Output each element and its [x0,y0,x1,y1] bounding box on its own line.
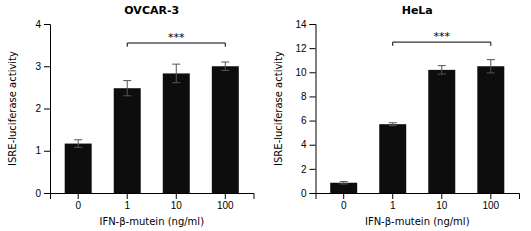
y-tick-label: 4 [301,139,307,150]
x-tick-label: 10 [171,200,183,211]
y-tick: 2 [35,103,50,114]
y-tick-label: 1 [35,145,41,156]
title: HeLa [402,4,433,17]
bar [379,124,406,193]
x-tick: 0 [341,193,347,211]
y-tick: 3 [35,61,50,72]
y-tick-label: 2 [301,164,307,175]
y-tick-label: 10 [295,67,307,78]
y-tick: 12 [295,43,315,54]
y-tick-mark [44,193,50,194]
y-tick: 1 [35,145,50,156]
y-tick-label: 4 [35,19,41,30]
bar [212,66,239,193]
y-tick: 10 [295,67,315,78]
y-tick: 4 [301,139,316,150]
y-axis-line [310,25,317,194]
x-tick-mark [490,193,491,199]
plot-area [65,43,239,193]
y-tick-label: 0 [301,188,307,199]
x-axis-line [51,194,255,200]
significance-label: *** [168,31,185,44]
panel: 0 2 4 6 8 10 12 14 0 1 10 100 ***HeLa IFN-β-mutein (n… [273,4,520,227]
x-axis-title: IFN-β-mutein (ng/ml) [99,216,204,227]
y-tick-label: 14 [295,19,307,30]
bar [114,88,141,193]
plot-area [330,42,504,193]
error-bar [389,123,397,126]
x-tick: 10 [436,193,448,211]
y-tick: 14 [295,19,315,30]
y-axis-line [44,25,51,194]
x-tick: 1 [124,193,130,211]
y-axis-title: ISRE-luciferase activity [273,51,284,166]
y-tick-label: 12 [295,43,307,54]
x-axis-title: IFN-β-mutein (ng/ml) [365,216,470,227]
y-tick-mark [310,145,316,146]
x-tick-label: 100 [482,200,499,211]
error-bar [438,66,446,74]
y-tick-label: 6 [301,115,307,126]
y-tick: 2 [301,164,316,175]
y-tick-label: 3 [35,61,41,72]
y-tick-mark [310,121,316,122]
x-axis: 0 1 10 100 [316,193,520,211]
x-tick-mark [78,193,79,199]
y-tick: 0 [35,188,50,199]
bar [65,144,92,193]
x-axis: 0 1 10 100 [51,193,255,211]
x-tick: 10 [171,193,183,211]
y-tick-mark [44,151,50,152]
x-tick-label: 1 [390,200,396,211]
y-tick-mark [310,48,316,49]
y-axis: 0 2 4 6 8 10 12 14 [295,19,316,199]
significance-label: *** [434,30,451,43]
x-tick: 100 [217,193,234,211]
x-tick: 1 [390,193,396,211]
x-tick-label: 0 [341,200,347,211]
x-tick: 0 [75,193,81,211]
y-tick-mark [310,193,316,194]
panel: 0 1 2 3 4 0 1 10 100 *** OVCAR-3 IFN-β-mutein (ng/m… [7,4,254,227]
y-tick-mark [310,169,316,170]
y-axis: 0 1 2 3 4 [35,19,50,199]
x-tick-mark [127,193,128,199]
error-bar [172,64,180,83]
x-tick-label: 1 [124,200,130,211]
x-tick-mark [441,193,442,199]
error-bar [123,81,131,96]
y-axis-title: ISRE-luciferase activity [7,51,18,166]
y-tick-mark [44,24,50,25]
error-bar [221,62,229,70]
y-tick: 6 [301,115,316,126]
error-bar [487,60,495,73]
y-tick-label: 8 [301,91,307,102]
error-bar [74,140,82,148]
y-tick-mark [310,72,316,73]
x-tick-mark [392,193,393,199]
y-tick: 8 [301,91,316,102]
x-tick-label: 10 [436,200,448,211]
x-tick: 100 [482,193,499,211]
y-tick-mark [44,109,50,110]
error-bar [340,182,348,184]
bar [163,73,190,193]
y-tick: 0 [301,188,316,199]
y-tick-mark [310,96,316,97]
y-tick-label: 0 [35,188,41,199]
x-tick-mark [225,193,226,199]
x-tick-mark [176,193,177,199]
y-tick: 4 [35,19,50,30]
x-tick-label: 100 [217,200,234,211]
y-tick-mark [310,24,316,25]
x-tick-mark [343,193,344,199]
y-tick-label: 2 [35,103,41,114]
title: OVCAR-3 [124,4,179,17]
bar [477,66,504,193]
y-tick-mark [44,66,50,67]
x-axis-line [316,194,520,200]
figure: 012340110100***OVCAR-3IFN-β-mutein (ng/m… [0,0,531,231]
bar [428,70,455,193]
x-tick-label: 0 [75,200,81,211]
